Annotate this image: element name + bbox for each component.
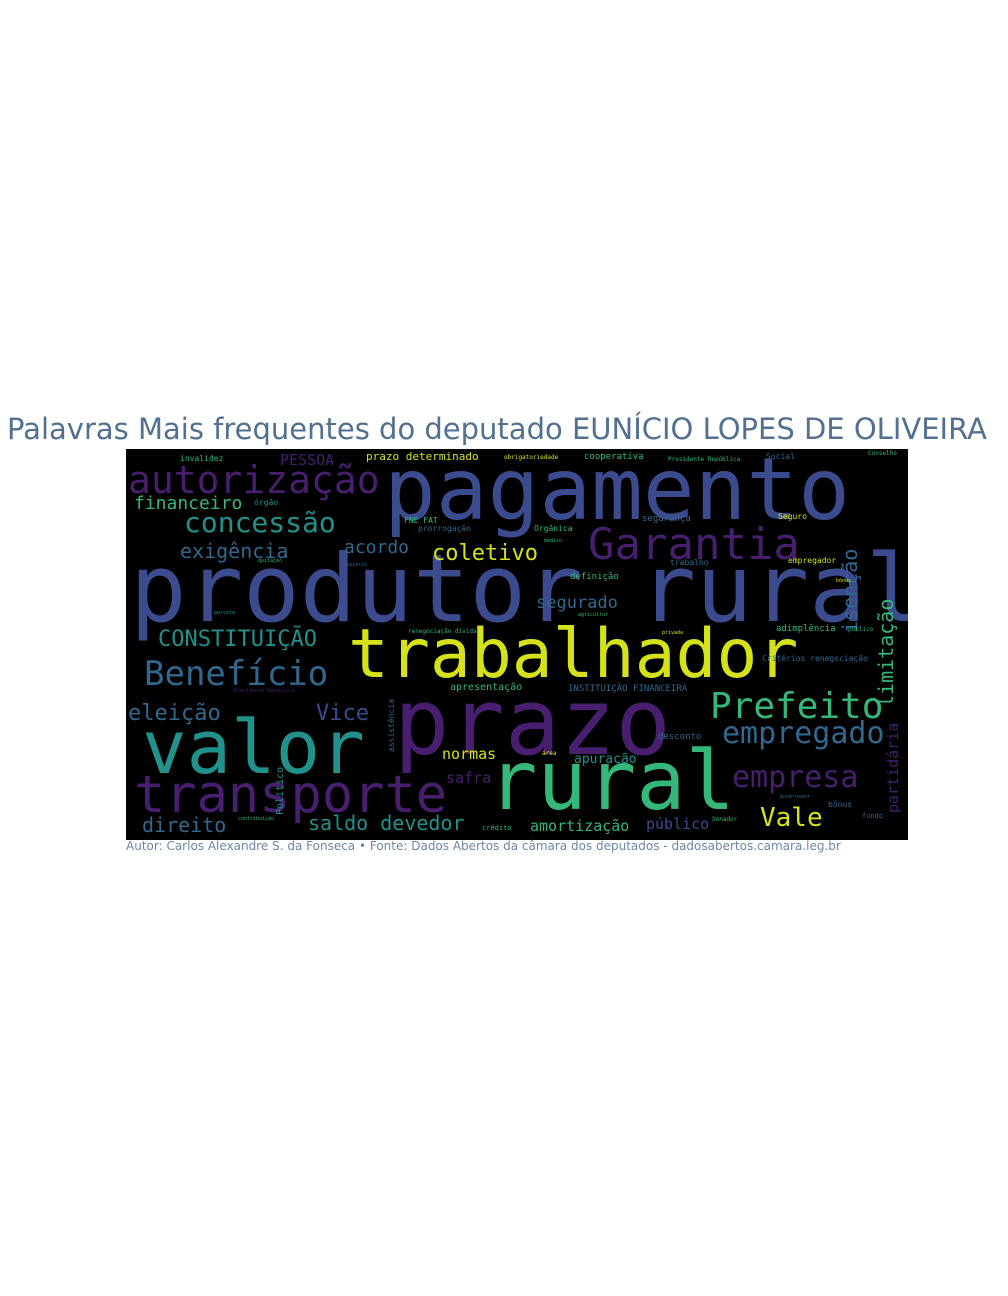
- word-social: Social: [766, 452, 795, 461]
- word-pessoa: PESSOA: [280, 451, 335, 469]
- word-exigencia: exigência: [180, 539, 289, 563]
- word-governador: Governador: [780, 794, 811, 800]
- word-valor: valor: [142, 705, 365, 791]
- word-direito: direito: [142, 813, 227, 837]
- word-prorrogacao: prorrogação: [418, 524, 471, 533]
- word-cloud: pagamento produtor rural trabalhador pra…: [126, 449, 908, 840]
- word-orgao: órgão: [254, 498, 279, 507]
- word-partidaria: partidária: [884, 722, 902, 813]
- word-adimplencia: adimplência: [776, 624, 836, 634]
- word-empregado: empregado: [722, 716, 885, 751]
- word-fne-fat: FNE FAT: [404, 516, 438, 525]
- word-autorizacao: autorização: [128, 458, 380, 502]
- word-constituicao: CONSTITUIÇÃO: [158, 627, 317, 652]
- word-credito: crédito: [482, 824, 512, 832]
- word-contribuicao: contribuição: [238, 816, 275, 822]
- word-agricultor: agricultor: [578, 612, 609, 618]
- word-senador: Senador: [712, 816, 738, 823]
- word-apuracao: apuração: [574, 752, 637, 767]
- word-safra: safra: [446, 769, 492, 787]
- word-conselho: Conselho: [868, 450, 897, 457]
- word-limitacao: limitação: [874, 598, 898, 707]
- word-desconto: desconto: [658, 732, 702, 742]
- word-cooperativa: cooperativa: [584, 452, 644, 462]
- word-trabalhador: trabalhador: [348, 615, 799, 694]
- word-prefeito: Prefeito: [710, 686, 884, 727]
- word-coletivo: coletivo: [432, 541, 538, 566]
- word-parcela: parcela: [214, 610, 236, 616]
- word-saldo-devedor: saldo devedor: [308, 811, 465, 835]
- word-pagamento: pagamento: [384, 449, 850, 540]
- word-beneficio: Benefício: [144, 654, 329, 694]
- word-apresentacao: apresentação: [450, 682, 523, 693]
- word-trabalho: trabalho: [670, 558, 709, 567]
- word-normas: normas: [442, 745, 497, 763]
- word-vice: Vice: [316, 701, 369, 726]
- word-empresa: empresa: [732, 760, 859, 795]
- word-definicao: definição: [570, 572, 619, 582]
- word-criterios: Critérios renegociação: [762, 654, 868, 663]
- word-fundo: fundo: [862, 812, 884, 820]
- word-empregador: empregador: [788, 556, 837, 565]
- word-amortizacao: amortização: [530, 817, 630, 835]
- credit-line: Autor: Carlos Alexandre S. da Fonseca • …: [126, 839, 841, 853]
- word-garantia: Garantia: [588, 519, 800, 570]
- word-prazo: prazo: [394, 669, 671, 776]
- word-salario: salário: [346, 562, 368, 568]
- word-instituicao-financeira: INSTITUIÇÃO FINANCEIRA: [568, 684, 688, 694]
- word-politico: Político: [275, 766, 286, 815]
- word-bonus-small: bônus: [836, 578, 852, 584]
- word-renegociacao-divida: renegociação dívida: [408, 628, 477, 635]
- word-acordo: acordo: [344, 537, 410, 558]
- word-transporte: transporte: [134, 765, 448, 825]
- word-privada: privada: [662, 630, 684, 636]
- word-bonus: bônus: [828, 800, 853, 809]
- word-presidente-small: Presidente República: [234, 688, 295, 694]
- word-eleicao: eleição: [128, 701, 221, 726]
- word-prazo-determinado: prazo determinado: [366, 450, 479, 463]
- word-presidente-republica: Presidente República: [668, 456, 741, 463]
- word-produtor-rural: produtor rural: [130, 535, 908, 644]
- word-medico: médico: [544, 538, 563, 544]
- word-concessao: concessão: [184, 506, 336, 539]
- word-area: área: [542, 750, 557, 757]
- word-segurado: segurado: [536, 593, 618, 613]
- word-assistencia: assistência: [387, 699, 396, 752]
- word-financeiro: financeiro: [134, 493, 243, 514]
- word-obrigatoriedade: obrigatoriedade: [504, 454, 559, 461]
- word-publico-small: público: [848, 626, 874, 633]
- word-seguro: Seguro: [778, 512, 807, 521]
- word-rural: rural: [488, 734, 735, 829]
- word-invalidez: invalidez: [180, 454, 224, 463]
- chart-title: Palavras Mais frequentes do deputado EUN…: [7, 412, 987, 446]
- word-vale: Vale: [760, 803, 823, 833]
- word-seguranca: segurança: [642, 514, 691, 524]
- word-quitacao: quitação: [258, 558, 283, 564]
- word-organica: Orgânica: [534, 524, 573, 533]
- word-isencao: isenção: [838, 548, 862, 633]
- word-publico: público: [646, 815, 710, 833]
